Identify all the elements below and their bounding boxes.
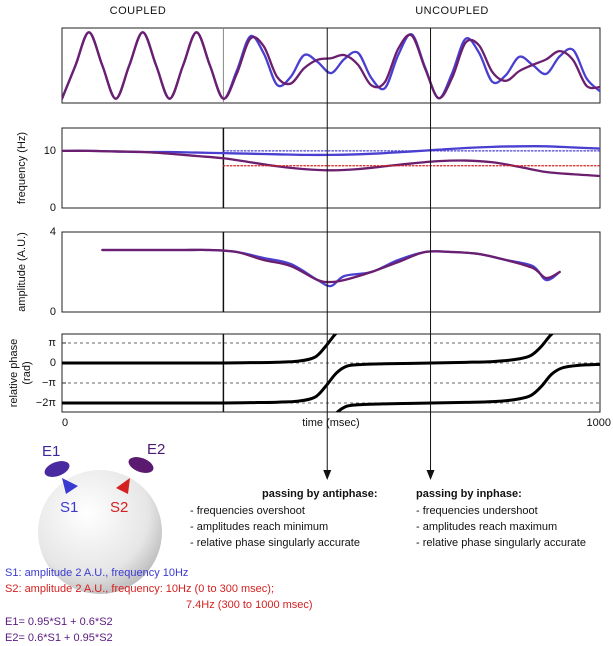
panel-frame — [61, 333, 601, 413]
x-tick-label: 0 — [62, 417, 68, 429]
note-item: - amplitudes reach maximum — [416, 521, 557, 533]
note-title: passing by antiphase: — [262, 488, 378, 500]
x-axis-label: time (msec) — [302, 417, 359, 429]
electrode-label: E2 — [147, 441, 165, 458]
panel-frame — [61, 127, 601, 209]
arrow-head — [426, 470, 435, 480]
y-tick-label: −2π — [36, 397, 57, 409]
series-line — [62, 334, 555, 405]
series-line — [101, 248, 561, 284]
note-item: - relative phase singularly accurate — [190, 537, 360, 549]
y-tick-label: 0 — [50, 357, 56, 369]
legend-line: S2: amplitude 2 A.U., frequency: 10Hz (0… — [5, 583, 274, 595]
note-item: - relative phase singularly accurate — [416, 537, 586, 549]
series-line — [62, 31, 600, 100]
series-group — [62, 334, 600, 412]
y-tick-label: 0 — [50, 202, 56, 214]
notes: passing by antiphase: - frequencies over… — [190, 488, 586, 549]
y-tick-label: 10 — [44, 145, 56, 157]
source-label: S2 — [110, 499, 128, 516]
panel-frame — [61, 27, 601, 104]
y-tick-label: π — [48, 337, 56, 349]
series-line — [335, 362, 600, 412]
source-label: S1 — [60, 499, 78, 516]
source-s2 — [116, 478, 130, 494]
y-tick-label: −π — [42, 377, 56, 389]
legend-line: 7.4Hz (300 to 1000 msec) — [186, 599, 313, 611]
y-axis-label: amplitude (A.U.) — [16, 232, 28, 311]
x-tick-label: 1000 — [587, 417, 611, 429]
y-tick-label: 4 — [50, 226, 56, 238]
legend-line: S1: amplitude 2 A.U., frequency 10Hz — [5, 567, 188, 579]
head-diagram: E1 E2 S1 S2 — [38, 441, 165, 594]
arrow-head — [323, 470, 332, 480]
series-group — [101, 248, 561, 288]
y-tick-label: 0 — [50, 306, 56, 318]
note-item: - frequencies undershoot — [416, 505, 538, 517]
electrode-label: E1 — [42, 443, 60, 460]
source-s1 — [62, 478, 78, 494]
series-group — [62, 31, 600, 100]
y-axis-label: frequency (Hz) — [16, 132, 28, 204]
electrode-e2 — [128, 457, 154, 473]
legend-line: E2= 0.6*S1 + 0.95*S2 — [5, 632, 113, 644]
series-group — [62, 145, 600, 178]
note-item: - amplitudes reach minimum — [190, 521, 328, 533]
uncoupled-label: UNCOUPLED — [415, 5, 489, 17]
legend: S1: amplitude 2 A.U., frequency 10Hz S2:… — [5, 567, 313, 644]
series-line — [62, 31, 600, 100]
head — [38, 470, 162, 594]
panel-frame — [61, 231, 601, 313]
note-title: passing by inphase: — [416, 488, 522, 500]
y-axis-label: relative phase — [8, 339, 20, 408]
note-item: - frequencies overshoot — [190, 505, 305, 517]
electrode-e1 — [44, 461, 70, 477]
series-line — [62, 334, 338, 365]
y-axis-label: (rad) — [21, 361, 33, 384]
legend-line: E1= 0.95*S1 + 0.6*S2 — [5, 616, 113, 628]
coupled-label: COUPLED — [110, 5, 167, 17]
